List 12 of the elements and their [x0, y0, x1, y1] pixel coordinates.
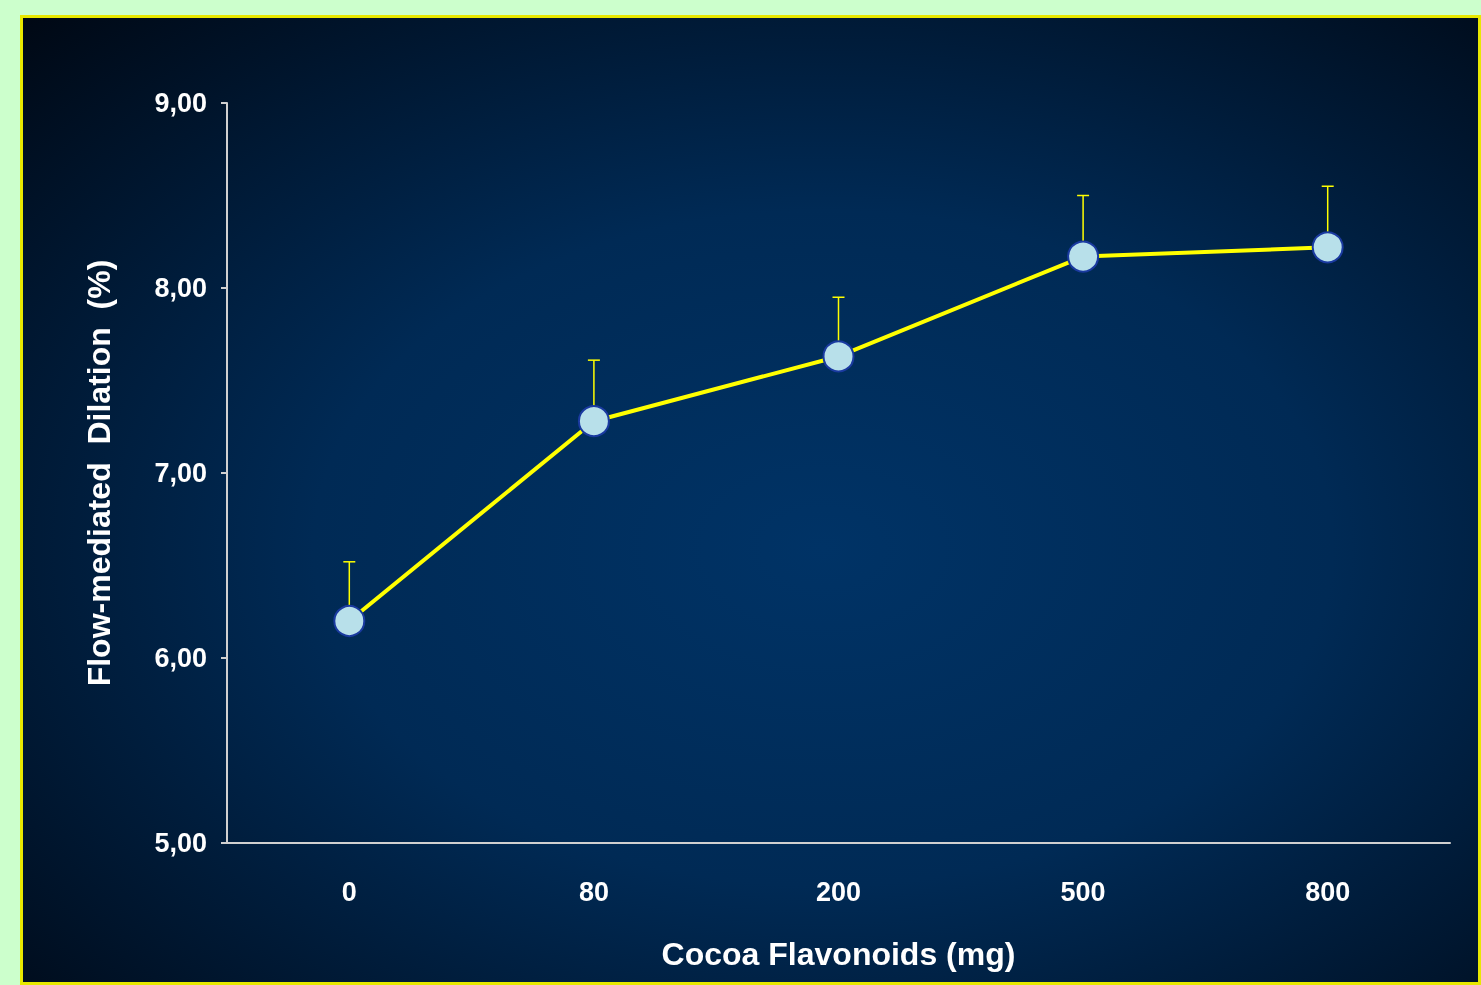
y-tick-label: 8,00: [154, 273, 207, 303]
x-tick-label: 200: [815, 876, 862, 907]
y-tick-label: 5,00: [154, 828, 207, 858]
x-tick-label: 500: [1060, 876, 1106, 907]
y-tick-label: 6,00: [154, 643, 207, 673]
x-tick-label: 800: [1305, 876, 1351, 907]
y-tick-label: 7,00: [154, 458, 207, 488]
y-axis-title: Flow-mediated Dilation (%): [81, 259, 117, 687]
x-axis-title: Cocoa Flavonoids (mg): [661, 936, 1016, 972]
x-tick-label: 0: [341, 876, 357, 907]
x-tick-label: 80: [578, 876, 609, 907]
y-tick-label: 9,00: [154, 88, 207, 118]
